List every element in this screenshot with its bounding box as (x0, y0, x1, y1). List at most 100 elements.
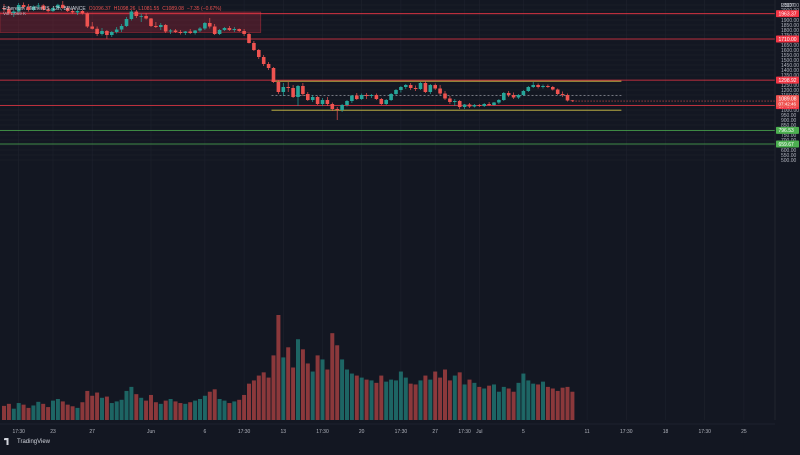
volume-bar (384, 381, 389, 420)
candle-body (110, 32, 114, 35)
candle-body (359, 95, 364, 99)
bar-countdown-text: 07:42:46 (779, 101, 797, 106)
candle-body (408, 85, 413, 88)
time-tick-label: 11 (584, 429, 589, 435)
candle-body (208, 23, 212, 27)
volume-bar (119, 399, 124, 420)
candle-body (51, 8, 55, 11)
candle-body (144, 16, 148, 19)
time-tick-label: 25 (741, 429, 747, 435)
time-tick-label: 23 (50, 429, 56, 435)
candle-body (560, 94, 565, 95)
volume-bar (46, 407, 51, 420)
candle-body (183, 31, 188, 33)
volume-bar (482, 388, 487, 420)
volume-bar (374, 382, 379, 420)
candle-body (418, 83, 423, 89)
price-level-tag-text: 796.53 (779, 128, 795, 134)
tradingview-logo[interactable]: TradingView (4, 438, 50, 445)
candle-body (541, 86, 545, 87)
volume-bar (95, 392, 100, 420)
candle-body (320, 100, 325, 104)
candle-body (521, 91, 526, 95)
volume-bar (315, 355, 320, 420)
volume-bar (281, 357, 286, 420)
time-tick-label: 27 (432, 429, 438, 435)
volume-bar (349, 373, 354, 420)
volume-indicator-label[interactable]: Vol 1.069 K (3, 11, 27, 16)
candle-body (41, 5, 45, 10)
price-level-tag[interactable] (776, 35, 799, 43)
candle-body (350, 95, 354, 101)
volume-bar (276, 315, 281, 420)
volume-bar (41, 403, 46, 420)
price-level-tag[interactable] (776, 140, 799, 148)
candle-body (506, 93, 511, 95)
price-tick-label: 850.00 (781, 123, 797, 129)
price-tick-label: 1650.00 (781, 43, 799, 49)
candle-body (261, 57, 266, 64)
volume-bar (555, 390, 560, 420)
volume-bar (541, 381, 545, 420)
time-axis-panel[interactable] (0, 424, 775, 450)
price-level-tag[interactable] (776, 10, 799, 18)
candle-body (306, 94, 310, 100)
candle-body (242, 31, 246, 34)
volume-bar (212, 389, 217, 420)
price-level-tag-text: 659.67 (779, 142, 795, 148)
tradingview-wordmark: TradingView (17, 438, 51, 445)
price-level-tag[interactable] (776, 126, 799, 134)
volume-bar (379, 375, 384, 420)
volume-bar (492, 384, 496, 420)
volume-bar (501, 386, 506, 420)
candle-body (531, 85, 535, 87)
candle-body (340, 105, 344, 110)
volume-bar (242, 394, 247, 420)
volume-bar (335, 345, 340, 420)
candle-body (65, 8, 70, 11)
candle-body (203, 23, 207, 29)
volume-bar (536, 384, 541, 420)
candle-body (217, 30, 222, 34)
currency-label[interactable]: USDT (781, 3, 795, 9)
candle-body (291, 88, 295, 97)
volume-bar (237, 399, 242, 420)
candle-body (511, 95, 516, 98)
volume-bar (545, 386, 550, 420)
candle-body (188, 31, 192, 33)
candle-body (252, 43, 256, 50)
ohlc-open: O1096.37 (88, 6, 111, 12)
volume-bar (134, 394, 139, 420)
time-tick-label: 18 (663, 429, 669, 435)
volume-bar (467, 379, 472, 420)
candle-body (325, 100, 330, 104)
price-tick-label: 1500.00 (781, 58, 799, 64)
last-price-tag[interactable] (776, 95, 799, 108)
price-level-tag[interactable] (776, 76, 799, 84)
volume-bar (188, 402, 193, 420)
volume-bar (31, 405, 36, 420)
price-axis-panel[interactable] (775, 0, 800, 450)
volume-bar (413, 384, 418, 420)
volume-bar (369, 380, 374, 420)
volume-bar (320, 359, 325, 420)
volume-bar (447, 380, 452, 420)
candle-body (364, 95, 369, 96)
candle-body (149, 18, 153, 26)
time-tick-label: 17:30 (395, 429, 408, 435)
candle-body (100, 31, 104, 34)
candle-body (555, 89, 560, 94)
volume-bar (85, 390, 90, 420)
volume-bar (423, 375, 428, 420)
volume-bar (75, 407, 80, 420)
candle-body (462, 104, 467, 107)
volume-bar (144, 400, 149, 420)
volume-bar (198, 399, 202, 420)
volume-bar (104, 396, 109, 420)
ohlc-low: L1081.55 (138, 6, 160, 12)
volume-bar (408, 383, 413, 420)
symbol-title[interactable]: Ethereum / TetherUS, 12h, BINANCE (3, 6, 86, 12)
candle-body (80, 11, 85, 14)
